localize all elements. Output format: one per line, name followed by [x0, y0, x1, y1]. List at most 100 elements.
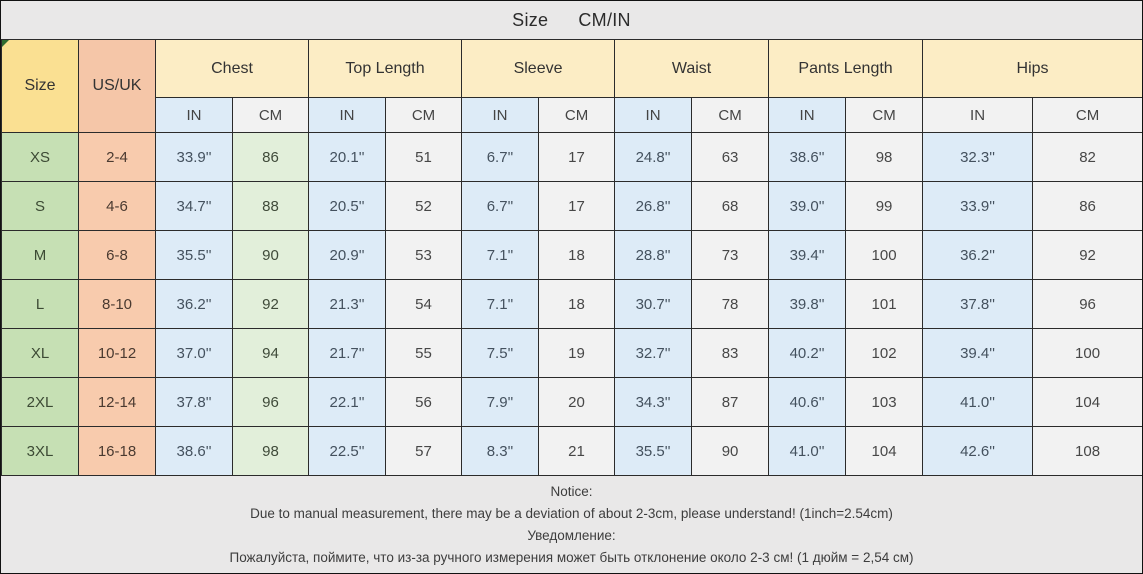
- hips-cm-cell: 92: [1032, 230, 1142, 280]
- waist-in-cell: 35.5'': [614, 426, 693, 476]
- sleeve-cm-header: CM: [538, 97, 616, 133]
- table-row: XL 10-12 37.0'' 94 21.7'' 55 7.5'' 19 32.7'' 83 40…: [1, 328, 1142, 378]
- sleeve-group-header: Sleeve: [461, 39, 616, 98]
- top-length-in-cell: 22.1'': [308, 377, 387, 427]
- waist-group-header: Waist: [614, 39, 770, 98]
- table-row: L 8-10 36.2'' 92 21.3'' 54 7.1'' 18 30.7'' 78 39.8…: [1, 279, 1142, 329]
- notice-panel: Notice: Due to manual measurement, there…: [1, 476, 1142, 573]
- hips-in-cell: 37.8'': [922, 279, 1034, 329]
- top-length-cm-cell: 53: [385, 230, 463, 280]
- hips-in-cell: 39.4'': [922, 328, 1034, 378]
- pants-length-in-cell: 39.8'': [768, 279, 847, 329]
- pants-length-in-cell: 39.0'': [768, 181, 847, 231]
- chest-in-header: IN: [155, 97, 233, 133]
- hips-in-cell: 32.3'': [922, 132, 1034, 182]
- us-uk-cell: 4-6: [78, 181, 156, 231]
- top-length-cm-cell: 55: [385, 328, 463, 378]
- pants-length-cm-cell: 103: [845, 377, 924, 427]
- top-length-in-cell: 21.7'': [308, 328, 387, 378]
- sleeve-in-header: IN: [461, 97, 540, 133]
- sleeve-in-cell: 7.1'': [461, 230, 540, 280]
- pants-length-in-header: IN: [768, 97, 847, 133]
- size-table-header: Size US/UK Chest Top Length Sleeve Waist…: [1, 39, 1142, 133]
- size-cell: XS: [1, 132, 79, 182]
- top-length-cm-cell: 52: [385, 181, 463, 231]
- waist-cm-cell: 73: [691, 230, 770, 280]
- waist-cm-cell: 63: [691, 132, 770, 182]
- hips-cm-cell: 96: [1032, 279, 1142, 329]
- us-uk-cell: 16-18: [78, 426, 156, 476]
- waist-cm-header: CM: [691, 97, 770, 133]
- chest-cm-cell: 88: [231, 181, 310, 231]
- size-cell: 2XL: [1, 377, 79, 427]
- top-length-in-cell: 20.1'': [308, 132, 387, 182]
- chest-cm-cell: 94: [231, 328, 310, 378]
- hips-cm-cell: 108: [1032, 426, 1142, 476]
- waist-cm-cell: 90: [691, 426, 770, 476]
- size-cell: S: [1, 181, 79, 231]
- us-uk-cell: 8-10: [78, 279, 156, 329]
- waist-cm-cell: 87: [691, 377, 770, 427]
- waist-in-header: IN: [614, 97, 693, 133]
- size-column-label: Size: [24, 77, 56, 94]
- pants-length-cm-cell: 102: [845, 328, 924, 378]
- waist-cm-cell: 78: [691, 279, 770, 329]
- sleeve-in-cell: 7.1'': [461, 279, 540, 329]
- sleeve-in-cell: 8.3'': [461, 426, 540, 476]
- pants-length-cm-cell: 99: [845, 181, 924, 231]
- hips-cm-cell: 82: [1032, 132, 1142, 182]
- hips-group-header: Hips: [922, 39, 1142, 98]
- waist-in-cell: 32.7'': [614, 328, 693, 378]
- us-uk-cell: 10-12: [78, 328, 156, 378]
- hips-in-cell: 42.6'': [922, 426, 1034, 476]
- table-row: XS 2-4 33.9'' 86 20.1'' 51 6.7'' 17 24.8'' 63 38.6…: [1, 132, 1142, 182]
- top-length-cm-header: CM: [385, 97, 463, 133]
- hips-in-header: IN: [922, 97, 1034, 133]
- top-length-cm-cell: 54: [385, 279, 463, 329]
- top-length-group-header: Top Length: [308, 39, 463, 98]
- notice-heading-en: Notice:: [550, 484, 593, 499]
- size-cell: L: [1, 279, 79, 329]
- top-length-in-cell: 22.5'': [308, 426, 387, 476]
- chest-in-cell: 36.2'': [155, 279, 233, 329]
- chart-title-unit: CM/IN: [578, 9, 631, 30]
- notice-heading-ru: Уведомление:: [527, 528, 616, 543]
- sleeve-cm-cell: 21: [538, 426, 616, 476]
- pants-length-cm-header: CM: [845, 97, 924, 133]
- waist-in-cell: 24.8'': [614, 132, 693, 182]
- chest-cm-cell: 92: [231, 279, 310, 329]
- sleeve-cm-cell: 20: [538, 377, 616, 427]
- pants-length-cm-cell: 98: [845, 132, 924, 182]
- hips-in-cell: 36.2'': [922, 230, 1034, 280]
- chest-group-header: Chest: [154, 39, 310, 98]
- table-row: 2XL 12-14 37.8'' 96 22.1'' 56 7.9'' 20 34.3'' 87 4…: [1, 377, 1142, 427]
- sleeve-in-cell: 6.7'': [461, 181, 540, 231]
- chest-cm-cell: 96: [231, 377, 310, 427]
- waist-cm-cell: 83: [691, 328, 770, 378]
- sleeve-cm-cell: 17: [538, 132, 616, 182]
- size-cell: 3XL: [1, 426, 79, 476]
- us-uk-cell: 6-8: [78, 230, 156, 280]
- waist-in-cell: 30.7'': [614, 279, 693, 329]
- sleeve-in-cell: 6.7'': [461, 132, 540, 182]
- pants-length-in-cell: 38.6'': [768, 132, 847, 182]
- chest-in-cell: 38.6'': [155, 426, 233, 476]
- waist-cm-cell: 68: [691, 181, 770, 231]
- hips-in-cell: 41.0'': [922, 377, 1034, 427]
- sleeve-cm-cell: 18: [538, 230, 616, 280]
- pants-length-in-cell: 40.6'': [768, 377, 847, 427]
- pants-length-cm-cell: 104: [845, 426, 924, 476]
- header-unit-row: IN CM IN CM IN CM IN CM IN CM IN CM: [2, 97, 1142, 133]
- header-group-row: Size US/UK Chest Top Length Sleeve Waist…: [1, 39, 1142, 133]
- top-length-in-cell: 20.5'': [308, 181, 387, 231]
- chest-in-cell: 35.5'': [155, 230, 233, 280]
- pants-length-cm-cell: 101: [845, 279, 924, 329]
- chest-cm-cell: 90: [231, 230, 310, 280]
- hips-cm-cell: 86: [1032, 181, 1142, 231]
- top-length-cm-cell: 56: [385, 377, 463, 427]
- sleeve-cm-cell: 18: [538, 279, 616, 329]
- top-length-in-header: IN: [308, 97, 387, 133]
- table-row: 3XL 16-18 38.6'' 98 22.5'' 57 8.3'' 21 35.5'' 90 4…: [1, 426, 1142, 476]
- top-length-cm-cell: 51: [385, 132, 463, 182]
